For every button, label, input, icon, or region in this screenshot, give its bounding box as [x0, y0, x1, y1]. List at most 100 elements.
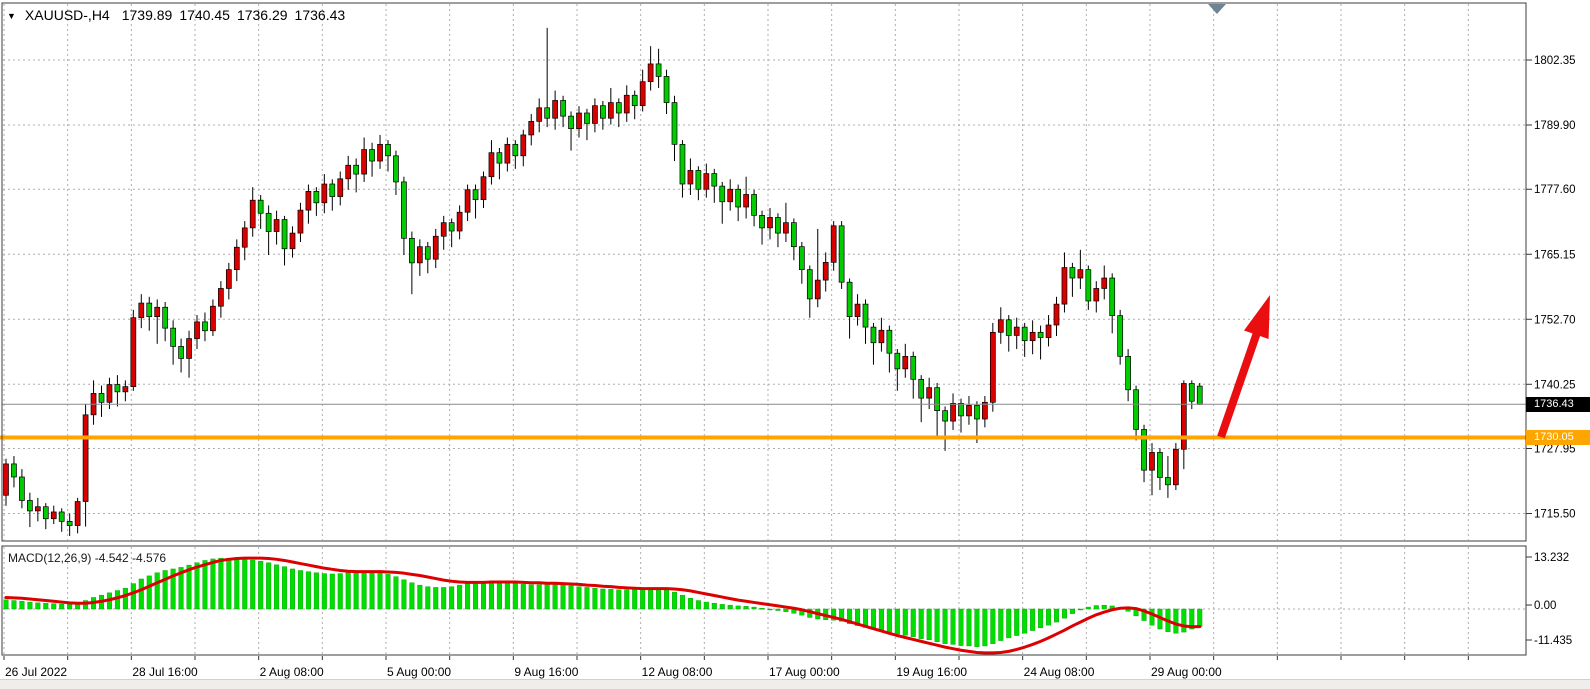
candle-down: [719, 185, 726, 203]
candle-up: [552, 100, 558, 119]
macd-layer: [3, 556, 1203, 655]
macd-bar: [1085, 606, 1091, 610]
axis-label: 1740.25: [1534, 379, 1576, 391]
candle-down: [886, 329, 893, 354]
candle-down: [1021, 326, 1028, 342]
candle-down: [695, 170, 702, 190]
candle-up: [210, 305, 216, 332]
candle-up: [273, 219, 280, 232]
axis-label: 1789.90: [1534, 120, 1576, 132]
chart-shift-marker-icon[interactable]: [1208, 4, 1226, 14]
macd-bar: [1101, 604, 1107, 610]
macd-bar: [1046, 608, 1052, 626]
candle-down: [1037, 331, 1044, 338]
macd-bar: [146, 575, 152, 610]
candle-down: [759, 215, 765, 229]
macd-bar: [234, 558, 240, 610]
macd-bar: [51, 603, 57, 610]
macd-bar: [266, 562, 272, 610]
candle-up: [82, 414, 89, 502]
macd-bar: [305, 571, 311, 610]
candle-down: [1141, 429, 1147, 471]
macd-bar: [202, 560, 208, 610]
horizontal-scrollbar[interactable]: [0, 679, 1590, 689]
symbol-dropdown-icon[interactable]: ▼: [7, 11, 16, 21]
candle-down: [615, 102, 622, 114]
candle-up: [989, 331, 996, 403]
macd-bar: [361, 571, 367, 610]
candle-up: [345, 164, 352, 180]
candle-down: [66, 521, 73, 526]
axis-label: -11.435: [1534, 635, 1572, 647]
candle-down: [27, 500, 33, 512]
candle-down: [838, 225, 845, 283]
macd-bar: [83, 600, 89, 610]
macd-bar: [711, 603, 717, 610]
candle-down: [313, 190, 320, 204]
candle-up: [814, 279, 821, 300]
arrow-annotation[interactable]: [1217, 295, 1270, 439]
axis-label: 9 Aug 16:00: [514, 665, 578, 679]
candle-down: [663, 76, 670, 103]
macd-bar: [1197, 608, 1203, 627]
axis-label: 1727.95: [1534, 444, 1576, 456]
macd-bar: [1189, 608, 1195, 630]
candle-down: [775, 217, 781, 234]
candle-up: [34, 506, 41, 512]
candle-up: [822, 261, 829, 281]
macd-bar: [727, 604, 733, 610]
macd-bar: [433, 587, 439, 610]
ohlc-high: 1740.45: [179, 7, 230, 23]
macd-bar: [512, 583, 518, 610]
macd-bar: [43, 603, 49, 610]
candle-down: [560, 100, 566, 117]
candle-down: [11, 463, 17, 478]
macd-bar: [847, 608, 853, 624]
candle-up: [1149, 452, 1155, 471]
macd-bar: [473, 582, 479, 610]
macd-indicator-label: MACD(12,26,9) -4.542 -4.576: [8, 551, 167, 565]
candle-down: [584, 112, 590, 124]
axis-label: 1765.15: [1534, 249, 1576, 261]
candle-up: [337, 178, 344, 197]
candle-down: [798, 246, 805, 271]
axis-label: 17 Aug 00:00: [769, 665, 840, 679]
macd-bar: [480, 581, 486, 610]
candle-down: [942, 410, 948, 422]
macd-bar: [313, 572, 319, 610]
macd-bar: [640, 588, 646, 610]
macd-bar: [218, 557, 224, 610]
candle-down: [711, 173, 718, 187]
macd-bar: [178, 567, 184, 610]
candle-up: [3, 463, 9, 496]
macd-bar: [1061, 608, 1067, 619]
candle-down: [1157, 452, 1163, 478]
candle-down: [1085, 269, 1092, 302]
candle-up: [488, 152, 495, 178]
candle-up: [854, 303, 861, 318]
candle-up: [154, 306, 161, 318]
candle-down: [257, 199, 264, 214]
macd-bar: [170, 568, 176, 610]
macd-bar: [1006, 608, 1012, 639]
candle-up: [1093, 288, 1100, 302]
axis-labels: 1802.35 1789.90 1777.60 1765.15 1752.70 1740.…: [3, 55, 1576, 679]
axis-label: 0.00: [1534, 600, 1556, 612]
macd-bar: [122, 587, 128, 610]
macd-bar: [695, 600, 701, 610]
candle-up: [982, 401, 988, 420]
macd-bar: [186, 564, 192, 610]
candle-down: [114, 384, 121, 393]
candle-down: [353, 164, 360, 175]
candle-up: [727, 188, 734, 203]
macd-bar: [783, 608, 789, 612]
candle-up: [432, 235, 439, 260]
candle-down: [679, 143, 686, 185]
candle-up: [241, 227, 248, 248]
candle-up: [1077, 269, 1084, 279]
candle-up: [456, 211, 463, 232]
candle-down: [1196, 385, 1203, 405]
candle-down: [846, 281, 853, 318]
level-lines: [0, 403, 1526, 440]
